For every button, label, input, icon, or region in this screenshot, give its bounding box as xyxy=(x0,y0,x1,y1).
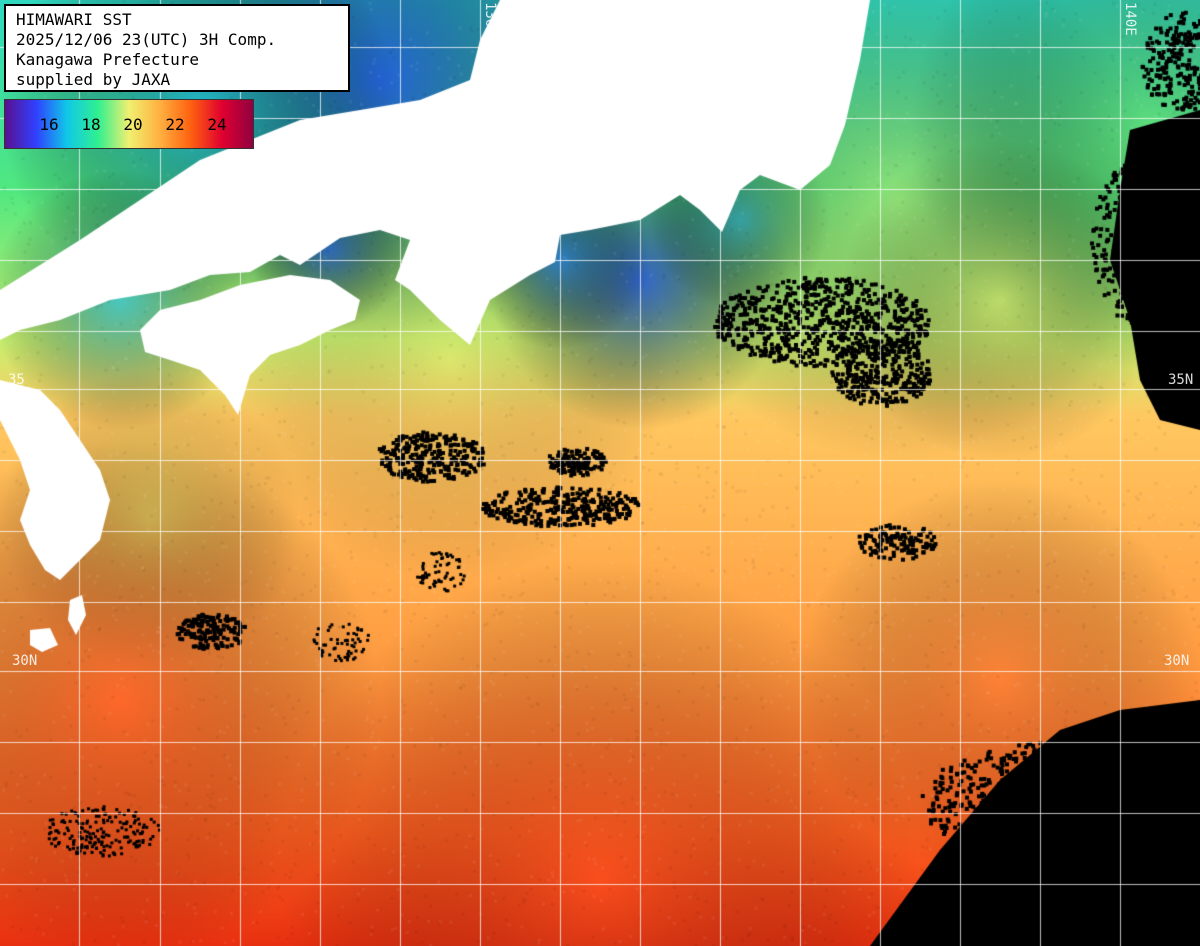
legend-tick-24: 24 xyxy=(207,115,226,134)
lat-label-30-right: 30N xyxy=(1164,653,1189,669)
lon-label-140e: 140E xyxy=(1122,2,1138,36)
lat-label-30-left: 30N xyxy=(12,653,37,669)
color-legend: 16 18 20 22 24 xyxy=(4,99,254,149)
title-line-3: Kanagawa Prefecture xyxy=(16,50,338,70)
lon-label-136e: 136E xyxy=(482,2,498,36)
title-box: HIMAWARI SST 2025/12/06 23(UTC) 3H Comp.… xyxy=(4,4,350,92)
title-line-4: supplied by JAXA xyxy=(16,70,338,90)
title-line-1: HIMAWARI SST xyxy=(16,10,338,30)
lat-label-35-right: 35N xyxy=(1168,372,1193,388)
lat-label-35-left: 35 xyxy=(8,372,25,388)
title-line-2: 2025/12/06 23(UTC) 3H Comp. xyxy=(16,30,338,50)
legend-tick-20: 20 xyxy=(123,115,142,134)
legend-tick-16: 16 xyxy=(39,115,58,134)
legend-tick-18: 18 xyxy=(81,115,100,134)
legend-tick-22: 22 xyxy=(165,115,184,134)
